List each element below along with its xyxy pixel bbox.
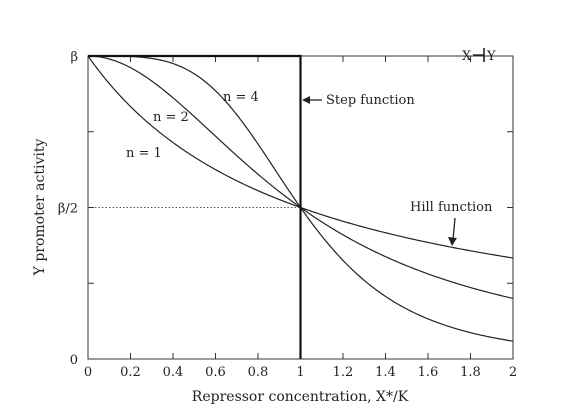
series-label-n2: n = 2 [153,110,189,125]
x-tick-label: 2 [509,365,517,380]
x-tick-label: 1.4 [375,365,396,380]
step-function-label: Step function [326,93,415,108]
y-tick-label: 0 [70,353,78,368]
series-label-n1: n = 1 [126,146,162,161]
y-axis-title: Y promoter activity [32,139,48,277]
hill-function-label: Hill function [410,200,493,215]
x-tick-label: 1.2 [333,365,354,380]
step-function-arrowhead [302,96,310,104]
x-tick-label: 0.6 [205,365,226,380]
axis-ticks: 0 0.2 0.4 0.6 0.8 1 1.2 1.4 1.6 1.8 2 0 β/2 β [58,50,517,380]
y-tick-label: β [70,50,78,65]
y-tick-label: β/2 [58,202,78,217]
hill-function-arrowhead [448,237,457,246]
hill-function-arrow [452,217,456,241]
x-tick-label: 0.4 [163,365,184,380]
x-tick-label: 0.2 [120,365,141,380]
x-tick-label: 1.8 [460,365,481,380]
inset-y-label: Y [486,49,496,64]
step-function-line [88,54,302,359]
x-tick-label: 0 [84,365,92,380]
x-axis-title: Repressor concentration, X*/K [192,389,409,405]
x-tick-label: 1 [296,365,304,380]
inset-x-label: X [462,49,472,64]
series-label-n4: n = 4 [223,90,259,105]
x-tick-label: 0.8 [248,365,269,380]
x-tick-label: 1.6 [418,365,439,380]
